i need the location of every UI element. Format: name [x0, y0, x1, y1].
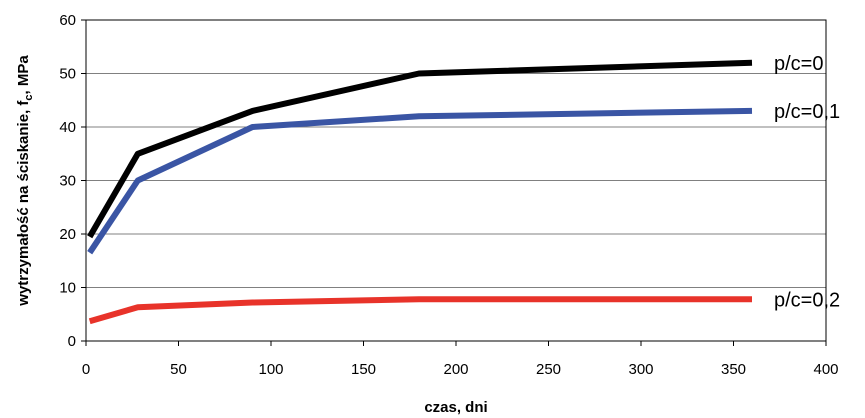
x-tick-label: 400: [813, 361, 838, 378]
series-label-2: p/c=0,1: [774, 101, 840, 123]
x-axis-title: czas, dni: [424, 399, 487, 416]
x-tick-label: 100: [258, 361, 283, 378]
x-tick-label: 0: [82, 361, 90, 378]
series-label-1: p/c=0: [774, 53, 823, 75]
x-tick-label: 300: [628, 361, 653, 378]
y-tick-label: 0: [68, 333, 76, 350]
y-axis-title: wytrzymałość na ściskanie, fc, MPa: [15, 55, 35, 307]
x-axis-ticks: 0 50 100 150 200 250 300 350 400: [82, 341, 839, 378]
x-tick-label: 150: [351, 361, 376, 378]
series-line-1: [87, 59, 753, 239]
series-lines: [87, 59, 753, 325]
x-tick-label: 350: [721, 361, 746, 378]
series-line-3: [88, 296, 752, 325]
y-tick-label: 20: [59, 226, 76, 243]
y-axis-ticks: 0 10 20 30 40 50 60: [59, 12, 86, 350]
y-tick-label: 30: [59, 173, 76, 190]
y-tick-label: 40: [59, 119, 76, 136]
series-label-3: p/c=0,2: [774, 289, 840, 311]
x-tick-label: 50: [170, 361, 187, 378]
y-axis-title-tail: , MPa: [15, 55, 32, 95]
series-labels: p/c=0 p/c=0,1 p/c=0,2: [774, 53, 840, 311]
x-tick-label: 250: [536, 361, 561, 378]
y-tick-label: 50: [59, 66, 76, 83]
y-axis-title-main: wytrzymałość na ściskanie, f: [15, 100, 32, 307]
y-axis-title-subscript: c: [23, 94, 35, 100]
series-line-2: [87, 107, 753, 255]
y-tick-label: 60: [59, 12, 76, 29]
x-tick-label: 200: [443, 361, 468, 378]
y-tick-label: 10: [59, 280, 76, 297]
